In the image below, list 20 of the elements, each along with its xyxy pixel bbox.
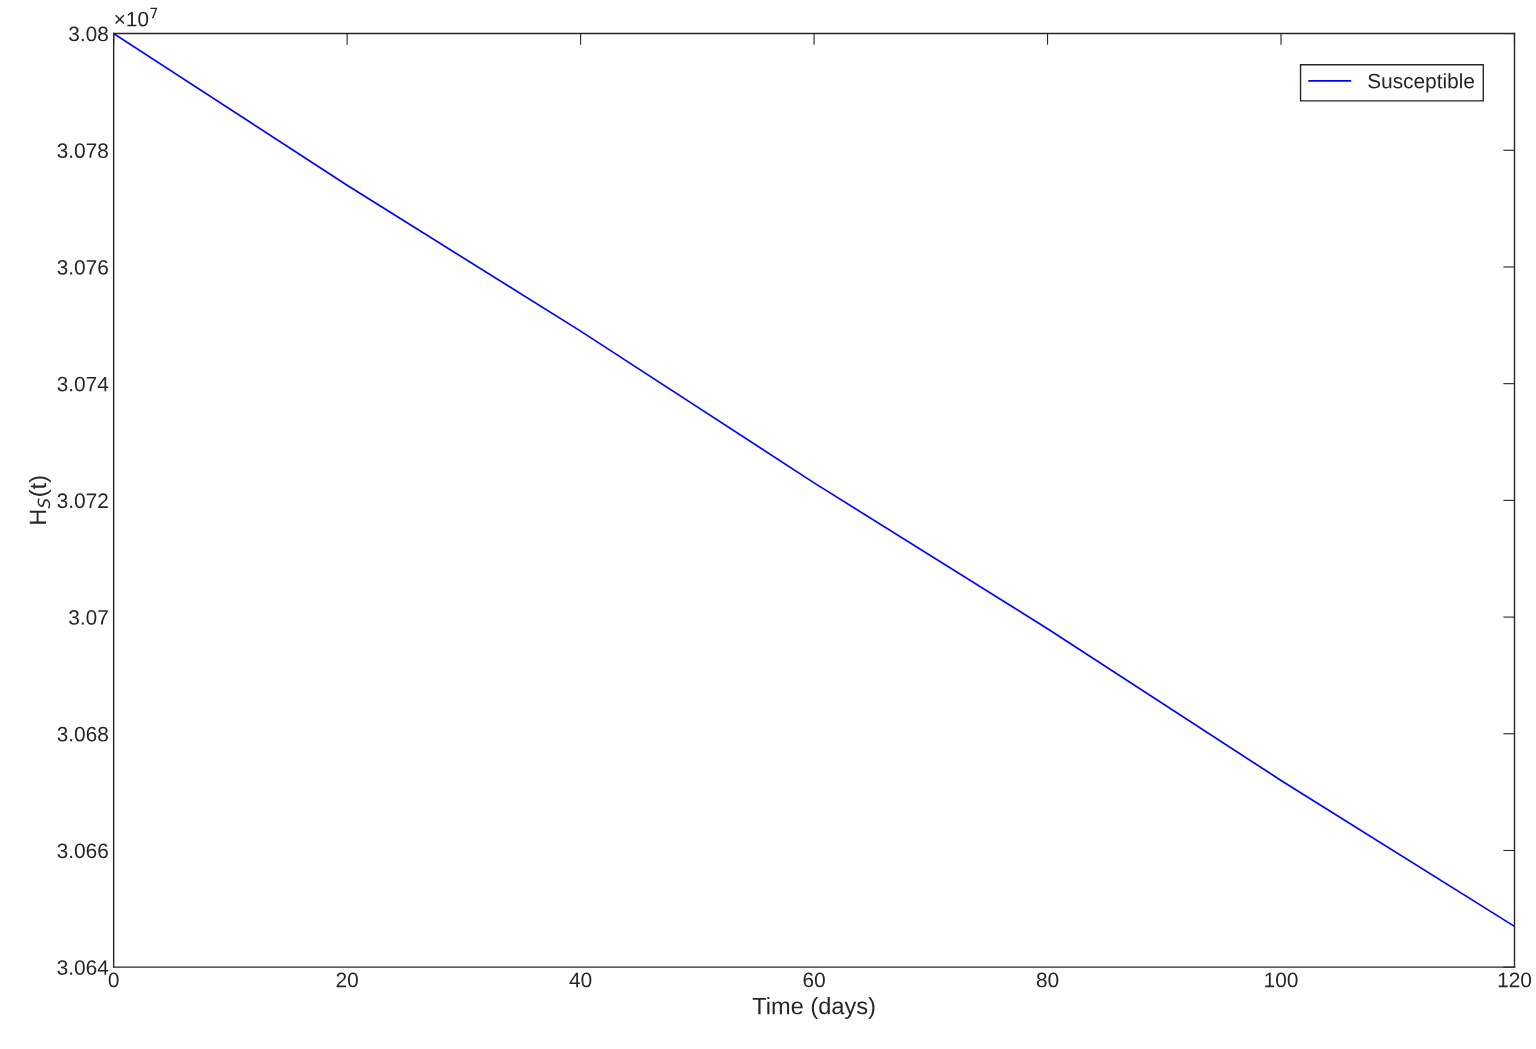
y-tick-label: 3.08: [69, 26, 108, 42]
y-tick-label: 3.064: [57, 960, 109, 975]
y-tick-label: 3.07: [69, 610, 108, 625]
x-tick-label: 20: [336, 972, 358, 988]
text: ×10$^{7}$: [115, 7, 158, 27]
x-tick-label: 60: [803, 972, 825, 988]
y-tick-label: 3.078: [57, 143, 108, 159]
y-tick-label: 3.068: [57, 726, 108, 742]
legend-label: Susceptible: [1368, 73, 1474, 93]
x-axis-title: Time (days): [752, 997, 875, 1020]
y-tick-label: 3.072: [57, 493, 108, 509]
y-tick-label: 3.076: [57, 259, 108, 275]
x-tick-label: 120: [1498, 972, 1532, 988]
y-tick-label: 3.074: [57, 376, 109, 392]
y-tick-label: 3.066: [57, 843, 108, 859]
x-tick-label: 0: [108, 972, 119, 988]
y-axis-title: H$_{S}$(t): [28, 476, 51, 524]
x-tick-label: 100: [1265, 972, 1298, 988]
x-tick-label: 80: [1036, 972, 1059, 988]
x-tick-label: 40: [569, 972, 592, 988]
